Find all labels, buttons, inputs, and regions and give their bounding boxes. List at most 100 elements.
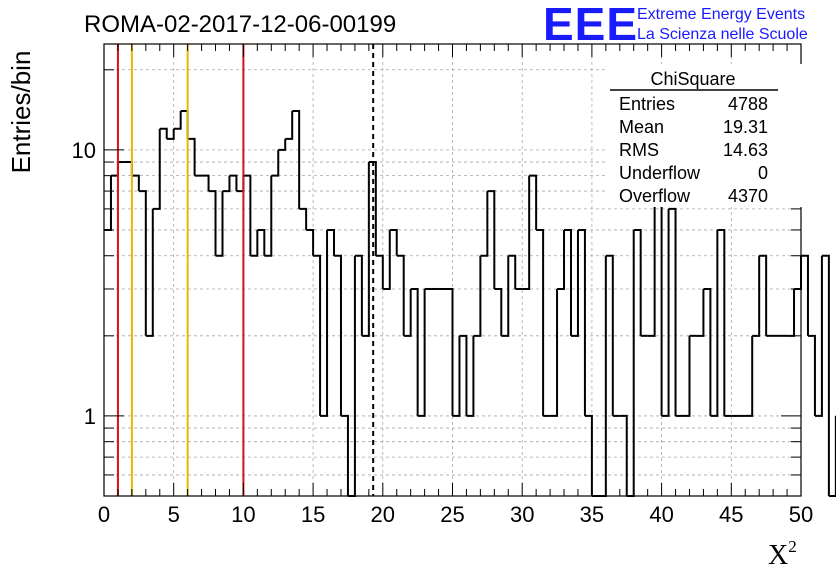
eee-logo-line1: Extreme Energy Events	[637, 6, 805, 23]
stats-label-rms: RMS	[619, 140, 659, 160]
histogram-bin	[417, 288, 426, 417]
histogram-bin	[682, 335, 691, 417]
histogram-bin	[229, 174, 238, 192]
x-tick-label: 10	[231, 502, 255, 527]
histogram-bin	[529, 174, 538, 230]
histogram-bin	[508, 254, 517, 289]
eee-logo-line2: La Scienza nelle Scuole	[637, 26, 808, 43]
histogram-bin	[703, 287, 712, 416]
histogram-bin	[807, 334, 816, 416]
histogram-bin	[821, 254, 830, 496]
histogram-bin	[459, 334, 468, 416]
histogram-bin	[410, 287, 419, 416]
histogram-bin	[752, 255, 761, 337]
histogram-bin	[208, 190, 217, 256]
histogram-bin	[340, 414, 349, 496]
histogram-bin	[354, 254, 363, 336]
x-axis-label-superscript: 2	[788, 537, 797, 556]
histogram-bin	[759, 254, 768, 336]
histogram-bin	[696, 288, 705, 337]
histogram-bin	[577, 228, 586, 416]
x-tick-label: 0	[98, 502, 110, 527]
histogram-bin	[668, 207, 677, 416]
tick-labels: 0 5 10 15 20 25 30 35 40 45 50 1 10	[72, 138, 814, 527]
histogram-bin	[152, 128, 161, 210]
grid	[104, 44, 801, 496]
histogram-bin	[570, 229, 579, 337]
x-tick-label: 30	[510, 502, 534, 527]
histogram-bin	[173, 110, 182, 130]
histogram-bin	[445, 287, 454, 416]
histogram-bin	[368, 161, 377, 256]
chart-title: ROMA-02-2017-12-06-00199	[84, 11, 396, 38]
x-tick-label: 40	[649, 502, 673, 527]
histogram-bin	[584, 414, 593, 496]
histogram-bin	[257, 228, 266, 256]
histogram-bin	[494, 287, 503, 336]
histogram-bin	[633, 228, 642, 336]
histogram-bin	[292, 109, 301, 209]
histogram-bin	[306, 228, 315, 256]
histogram-bin	[264, 175, 273, 257]
histogram-bin	[473, 255, 482, 337]
histogram-bin	[166, 128, 175, 140]
histogram-bin	[187, 137, 196, 176]
stats-value-entries: 4788	[728, 94, 768, 114]
stats-title: ChiSquare	[650, 69, 735, 89]
histogram-bin	[647, 162, 656, 337]
histogram-bin	[299, 207, 308, 230]
histogram-bin	[215, 191, 224, 257]
histogram-bin	[745, 335, 754, 417]
y-tick-label: 10	[72, 138, 96, 163]
histogram-bin	[201, 174, 210, 192]
stats-value-underflow: 0	[758, 163, 768, 183]
x-tick-label: 50	[789, 502, 813, 527]
histogram-bin	[710, 229, 719, 417]
histogram-bin	[145, 208, 154, 337]
histogram-bin	[313, 254, 322, 416]
x-tick-label: 45	[719, 502, 743, 527]
histogram-bin	[403, 288, 412, 337]
histogram-bin	[320, 229, 329, 417]
x-tick-label: 35	[580, 502, 604, 527]
y-tick-label: 1	[84, 404, 96, 429]
histogram-bin	[375, 254, 384, 289]
x-tick-label: 25	[440, 502, 464, 527]
histogram-bin	[243, 174, 252, 256]
histogram-bin	[487, 190, 496, 289]
histogram-bin	[389, 228, 398, 256]
stats-value-mean: 19.31	[723, 117, 768, 137]
histogram-bin	[522, 175, 531, 290]
histogram-bin	[550, 288, 559, 417]
histogram-bin	[466, 335, 475, 417]
histogram-bin	[605, 254, 614, 416]
histogram-bin	[159, 127, 168, 139]
histogram-bin	[661, 208, 670, 417]
x-axis-label: X2	[768, 537, 797, 571]
histogram-bin	[271, 149, 280, 177]
stats-value-rms: 14.63	[723, 140, 768, 160]
stats-label-underflow: Underflow	[619, 163, 701, 183]
vertical-markers	[116, 44, 375, 496]
stats-label-entries: Entries	[619, 94, 675, 114]
histogram-bin	[452, 335, 461, 417]
x-tick-label: 20	[371, 502, 395, 527]
histogram-bin	[138, 190, 147, 336]
histogram-bin	[536, 228, 545, 416]
histogram-bin	[361, 162, 370, 337]
eee-logo: EEE Extreme Energy Events La Scienza nel…	[543, 0, 808, 50]
x-tick-label: 5	[168, 502, 180, 527]
histogram-bin	[327, 228, 336, 256]
histogram-bin	[557, 229, 566, 290]
histogram-bin	[396, 254, 405, 336]
histogram-bin	[501, 255, 510, 337]
histogram-bin	[278, 138, 287, 151]
histogram-bin	[717, 228, 726, 416]
histogram-bin	[250, 229, 259, 257]
histogram-bin	[814, 255, 823, 417]
histogram-bin	[382, 229, 391, 290]
stats-box: ChiSquare Entries 4788 Mean 19.31 RMS 14…	[606, 64, 802, 207]
histogram-bin	[480, 191, 489, 257]
histogram-bin	[222, 175, 231, 193]
